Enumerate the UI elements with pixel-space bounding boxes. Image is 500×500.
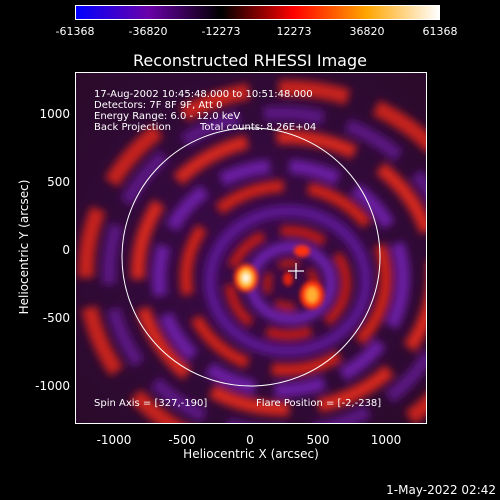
x-tick-label: -500 [168, 433, 196, 447]
info-time-range: 17-Aug-2002 10:45:48.000 to 10:51:48.000 [94, 89, 313, 100]
rhessi-image-plot: 17-Aug-2002 10:45:48.000 to 10:51:48.000… [75, 72, 427, 424]
colorbar-tick: -36820 [128, 25, 168, 38]
colorbar-tick: -61368 [55, 25, 95, 38]
colorbar-tick: 36820 [349, 25, 385, 38]
x-axis-label: Heliocentric X (arcsec) [183, 447, 319, 461]
footer-timestamp: 1-May-2022 02:42 [386, 483, 496, 497]
info-spin-axis: Spin Axis = [327,-190] [94, 398, 208, 409]
info-method: Back Projection [94, 122, 171, 133]
y-tick-label: -500 [42, 311, 70, 325]
page-title: Reconstructed RHESSI Image [133, 51, 367, 70]
colorbar-tick: 61368 [422, 25, 458, 38]
colorbar [75, 5, 440, 20]
y-tick-label: 1000 [39, 107, 70, 121]
y-tick-label: 0 [62, 243, 70, 257]
info-detectors: Detectors: 7F 8F 9F, Att 0 [94, 100, 223, 111]
y-tick-label: 500 [47, 175, 70, 189]
rhessi-image [76, 73, 426, 423]
x-tick-label: -1000 [96, 433, 132, 447]
x-tick-label: 0 [246, 433, 254, 447]
y-axis-label: Heliocentric Y (arcsec) [17, 179, 31, 315]
colorbar-tick: 12273 [276, 25, 312, 38]
info-total-counts: Total counts: 8.26E+04 [200, 122, 317, 133]
spin-axis-marker [288, 263, 304, 279]
x-tick-label: 1000 [370, 433, 402, 447]
solar-limb-circle [121, 127, 381, 387]
x-tick-label: 500 [306, 433, 330, 447]
ring-pattern [78, 80, 426, 423]
y-tick-label: -1000 [35, 379, 70, 393]
colorbar-tick: -12273 [201, 25, 241, 38]
info-energy-range: Energy Range: 6.0 - 12.0 keV [94, 111, 241, 122]
info-flare-position: Flare Position = [-2,-238] [256, 398, 382, 409]
bright-sources [234, 245, 324, 309]
